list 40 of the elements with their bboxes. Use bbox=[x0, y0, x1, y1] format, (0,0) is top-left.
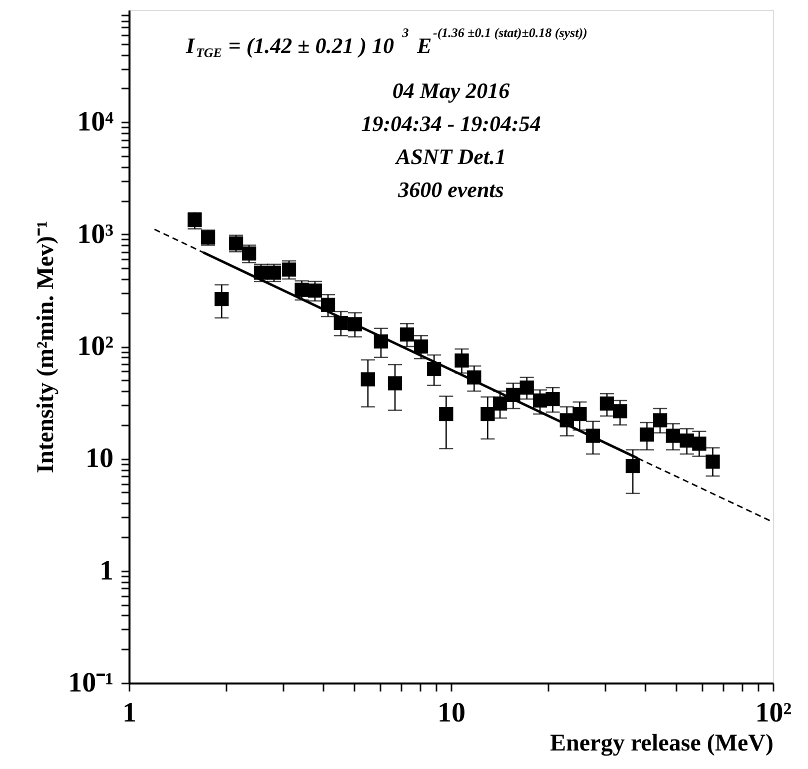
point bbox=[414, 339, 428, 354]
point bbox=[480, 406, 495, 422]
point bbox=[600, 396, 614, 411]
point bbox=[520, 380, 534, 395]
point bbox=[640, 427, 654, 442]
y-tick-label: 1 bbox=[100, 555, 114, 586]
point bbox=[308, 284, 322, 298]
point bbox=[572, 406, 587, 422]
point bbox=[692, 436, 706, 451]
point bbox=[360, 372, 375, 386]
y-tick-label: 10³ bbox=[77, 218, 114, 250]
point bbox=[626, 458, 640, 474]
point bbox=[294, 282, 309, 297]
point bbox=[706, 454, 720, 469]
point bbox=[242, 246, 256, 261]
y-tick-label: 10⁴ bbox=[77, 106, 114, 138]
annotation: ASNT Det.1 bbox=[394, 144, 506, 169]
point bbox=[454, 353, 469, 368]
point bbox=[546, 392, 560, 406]
x-tick-label: 10 bbox=[438, 698, 466, 728]
y-tick-label: 10² bbox=[77, 331, 114, 362]
y-tick-label: 10⁻¹ bbox=[68, 668, 114, 698]
point bbox=[612, 404, 628, 418]
point bbox=[653, 413, 668, 428]
y-axis-title: Intensity (m²min. Mev)⁻¹ bbox=[33, 220, 60, 474]
x-axis-title: Energy release (MeV) bbox=[550, 730, 774, 756]
x-tick-label: 10² bbox=[755, 698, 792, 728]
point bbox=[282, 262, 296, 277]
x-tick-label: 1 bbox=[122, 698, 136, 728]
point bbox=[214, 292, 229, 306]
point bbox=[400, 327, 414, 342]
annotation: 3600 events bbox=[397, 177, 504, 202]
annotation: 19:04:34 - 19:04:54 bbox=[361, 111, 541, 136]
point bbox=[492, 396, 508, 411]
annotation: 04 May 2016 bbox=[392, 78, 510, 103]
point bbox=[266, 266, 282, 280]
point bbox=[388, 376, 402, 390]
y-tick-label: 10 bbox=[86, 443, 114, 474]
point bbox=[666, 428, 680, 443]
point bbox=[439, 406, 454, 422]
